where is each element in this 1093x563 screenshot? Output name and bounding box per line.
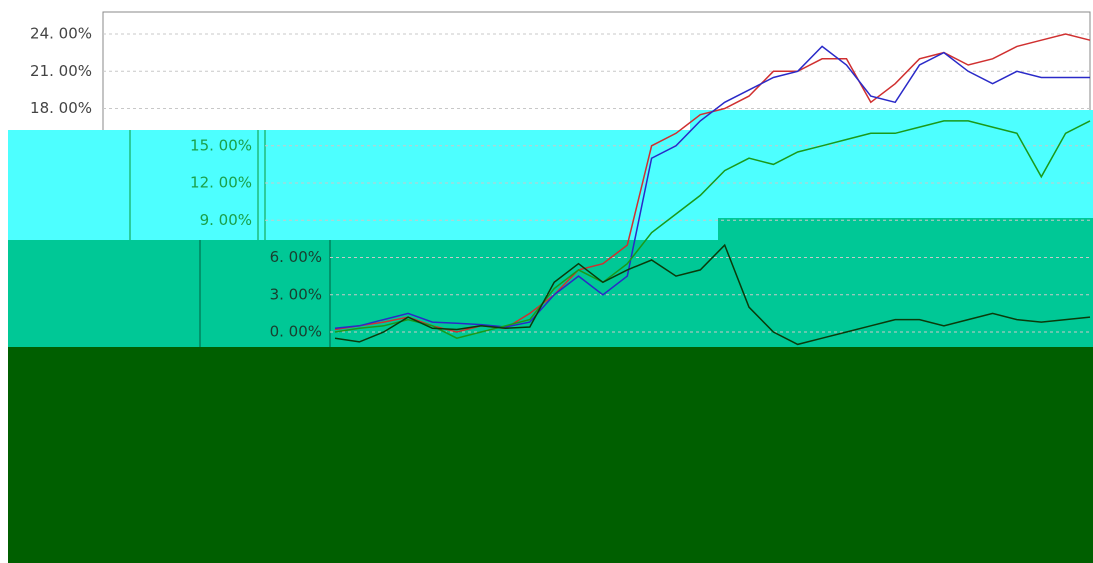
y-tick-label: 15. 00% [190,136,252,154]
y-tick-label: 6. 00% [270,248,322,266]
y-tick-label: 3. 00% [270,285,322,303]
y-tick-label: 9. 00% [200,211,252,229]
chart: 24. 00% 21. 00% 18. 00% 15. 00% 12. 00% 9. 00… [0,0,1093,563]
y-tick-label: 24. 00% [30,25,92,43]
y-tick-label: 0. 00% [270,323,322,341]
background [8,12,1093,563]
glitch-band [8,347,1093,563]
glitch-band [718,218,1093,242]
y-tick-label: 18. 00% [30,99,92,117]
y-tick-label: 21. 00% [30,62,92,80]
glitch-band [690,110,1093,132]
y-tick-label: 12. 00% [190,174,252,192]
